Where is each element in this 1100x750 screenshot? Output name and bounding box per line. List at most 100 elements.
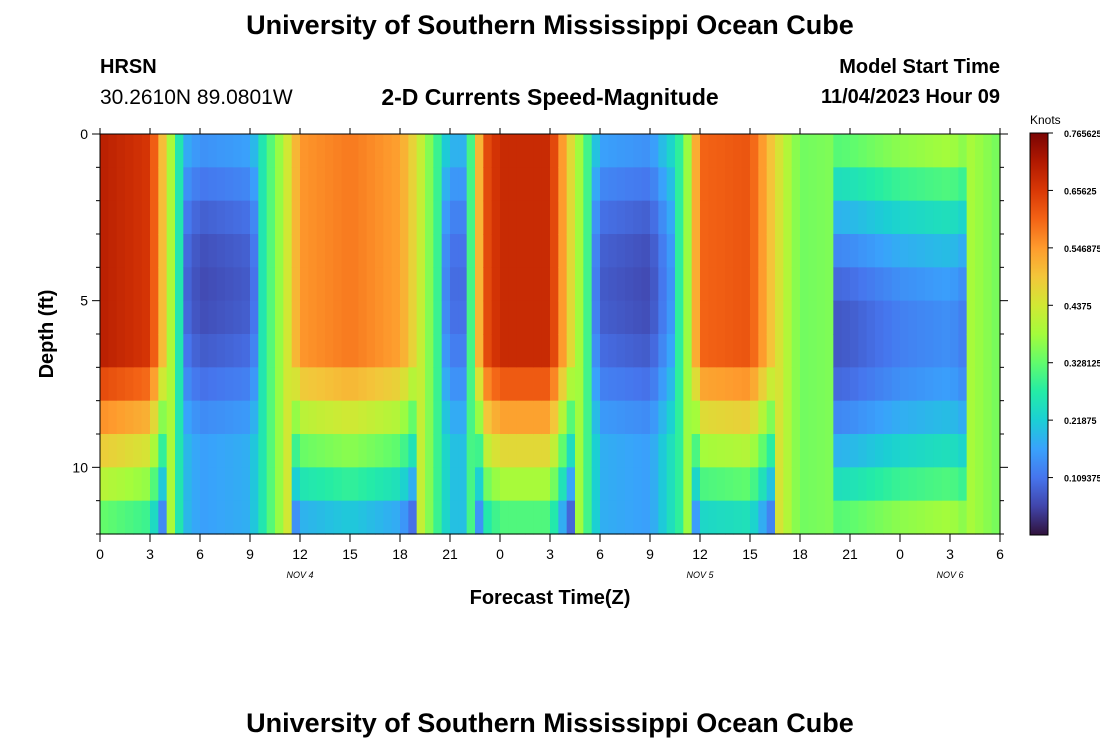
heatmap-cell [316, 367, 326, 402]
heatmap-cell [858, 300, 868, 335]
heatmap-cell [725, 200, 734, 235]
heatmap-cell [458, 200, 468, 235]
heatmap-cell [566, 134, 576, 168]
heatmap-cell [675, 200, 684, 235]
heatmap-cell [591, 234, 601, 268]
heatmap-cell [633, 500, 643, 535]
heatmap-cell [416, 134, 426, 168]
heatmap-cell [875, 200, 884, 235]
heatmap-cell [333, 134, 343, 168]
heatmap-cell [800, 500, 809, 535]
heatmap-cell [683, 134, 693, 168]
heatmap-cell [108, 167, 118, 202]
heatmap-cell [191, 234, 201, 268]
heatmap-cell [516, 300, 526, 335]
heatmap-cell [483, 434, 493, 468]
heatmap-cell [208, 200, 218, 235]
heatmap-cell [250, 300, 259, 335]
heatmap-cell [850, 367, 859, 402]
heatmap-cell [341, 400, 351, 435]
heatmap-cell [991, 200, 1001, 235]
heatmap-cell [683, 434, 693, 468]
heatmap-cell [666, 200, 676, 235]
heatmap-cell [841, 134, 851, 168]
heatmap-cell [933, 467, 943, 502]
heatmap-cell [783, 334, 793, 368]
heatmap-cell [208, 134, 218, 168]
heatmap-cell [783, 200, 793, 235]
heatmap-cell [658, 500, 668, 535]
heatmap-cell [850, 500, 859, 535]
heatmap-cell [666, 367, 676, 402]
heatmap-cell [100, 434, 109, 468]
heatmap-cell [316, 334, 326, 368]
heatmap-cell [391, 234, 401, 268]
heatmap-cell [158, 134, 168, 168]
heatmap-cell [958, 400, 968, 435]
heatmap-cell [708, 400, 718, 435]
heatmap-cell [425, 200, 434, 235]
heatmap-cell [641, 200, 651, 235]
heatmap-cell [758, 300, 768, 335]
heatmap-cell [800, 334, 809, 368]
heatmap-cell [925, 134, 934, 168]
heatmap-cell [933, 367, 943, 402]
heatmap-cell [641, 334, 651, 368]
heatmap-cell [408, 234, 418, 268]
heatmap-cell [241, 500, 251, 535]
heatmap-cell [708, 200, 718, 235]
heatmap-cell [225, 267, 234, 302]
heatmap-cell [100, 367, 109, 402]
heatmap-cell [300, 434, 309, 468]
heatmap-cell [775, 367, 784, 402]
heatmap-cell [433, 400, 443, 435]
heatmap-cell [275, 434, 284, 468]
heatmap-cell [325, 334, 334, 368]
heatmap-cell [608, 334, 618, 368]
heatmap-cell [550, 267, 559, 302]
heatmap-cell [175, 467, 184, 502]
heatmap-cell [300, 367, 309, 402]
heatmap-cell [816, 400, 826, 435]
heatmap-cell [283, 334, 293, 368]
heatmap-cell [391, 267, 401, 302]
heatmap-cell [225, 167, 234, 202]
heatmap-cell [625, 300, 634, 335]
heatmap-cell [575, 200, 584, 235]
heatmap-cell [258, 234, 268, 268]
heatmap-cell [700, 334, 709, 368]
heatmap-cell [741, 134, 751, 168]
heatmap-cell [550, 367, 559, 402]
heatmap-cell [483, 334, 493, 368]
heatmap-cell [883, 200, 893, 235]
heatmap-cell [875, 367, 884, 402]
heatmap-cell [841, 367, 851, 402]
heatmap-cell [591, 200, 601, 235]
heatmap-cell [491, 367, 501, 402]
heatmap-cell [633, 434, 643, 468]
heatmap-cell [200, 234, 209, 268]
heatmap-cell [316, 434, 326, 468]
heatmap-cell [383, 134, 393, 168]
heatmap-cell [650, 134, 659, 168]
heatmap-cell [200, 267, 209, 302]
heatmap-cell [716, 467, 726, 502]
heatmap-cell [641, 367, 651, 402]
heatmap-cell [783, 234, 793, 268]
heatmap-cell [916, 367, 926, 402]
heatmap-cell [950, 400, 959, 435]
heatmap-cell [216, 300, 226, 335]
heatmap-cell [741, 367, 751, 402]
heatmap-cell [825, 467, 834, 502]
heatmap-cell [125, 334, 134, 368]
heatmap-cell [175, 267, 184, 302]
heatmap-cell [833, 400, 843, 435]
heatmap-cell [308, 367, 318, 402]
x-tick-label: 0 [496, 546, 504, 562]
heatmap-cell [241, 300, 251, 335]
heatmap-cell [533, 200, 543, 235]
heatmap-cell [741, 234, 751, 268]
heatmap-cell [158, 300, 168, 335]
heatmap-cell [316, 267, 326, 302]
